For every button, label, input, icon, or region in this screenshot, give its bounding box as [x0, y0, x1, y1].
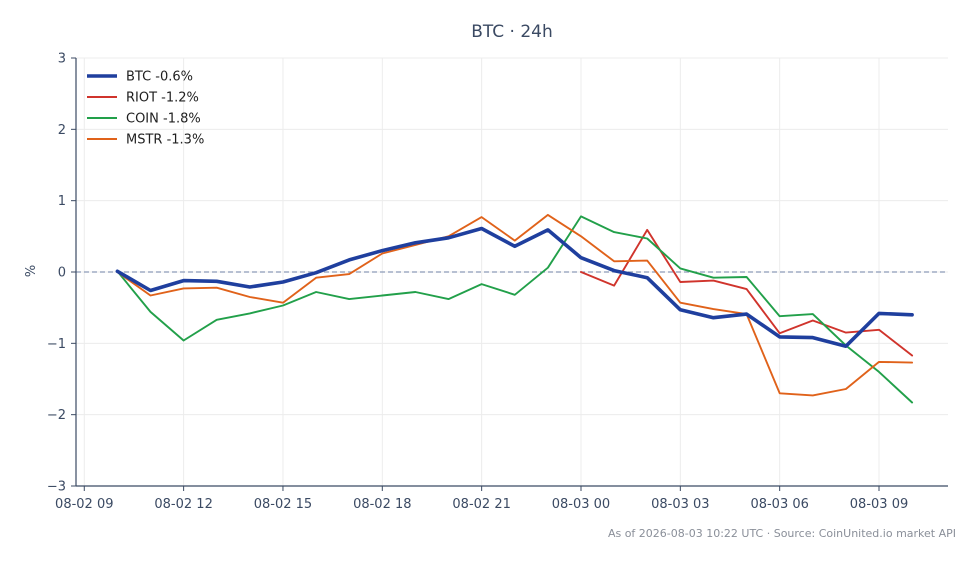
legend-label-coin: COIN -1.8%: [126, 112, 201, 127]
y-tick-label: −1: [47, 337, 66, 352]
x-tick-label: 08-02 15: [254, 497, 312, 512]
legend-label-mstr: MSTR -1.3%: [126, 133, 204, 148]
x-tick-label: 08-02 09: [55, 497, 113, 512]
y-tick-label: −2: [47, 408, 66, 423]
y-tick-label: 2: [58, 123, 66, 138]
x-tick-label: 08-02 21: [452, 497, 510, 512]
x-tick-label: 08-03 09: [850, 497, 908, 512]
chart-title: BTC · 24h: [471, 22, 553, 42]
axes: 3 2 1 0 −1 −2 −3 08-02 09 08-02 12 08-02 15 08-02 …: [47, 52, 948, 512]
series-line-mstr: [116, 213, 914, 397]
x-tick-label: 08-02 12: [154, 497, 212, 512]
series-line-riot: [580, 228, 914, 357]
legend-label-riot: RIOT -1.2%: [126, 91, 199, 106]
y-tick-label: 3: [58, 52, 66, 67]
source-footnote: As of 2026-08-03 10:22 UTC · Source: Coi…: [608, 527, 956, 540]
x-tick-label: 08-03 06: [750, 497, 808, 512]
series-lines: [115, 213, 914, 404]
x-tick-label: 08-02 18: [353, 497, 411, 512]
y-tick-label: 1: [58, 194, 66, 209]
y-axis-label: %: [24, 265, 39, 277]
series-line-coin: [116, 215, 914, 404]
y-tick-label: 0: [58, 266, 66, 281]
x-tick-label: 08-03 03: [651, 497, 709, 512]
legend-label-btc: BTC -0.6%: [126, 70, 193, 85]
y-tick-label: −3: [47, 480, 66, 495]
legend: BTC -0.6% RIOT -1.2% COIN -1.8% MSTR -1.3%: [87, 70, 204, 148]
series-line-btc: [115, 226, 914, 349]
x-tick-label: 08-03 00: [552, 497, 610, 512]
